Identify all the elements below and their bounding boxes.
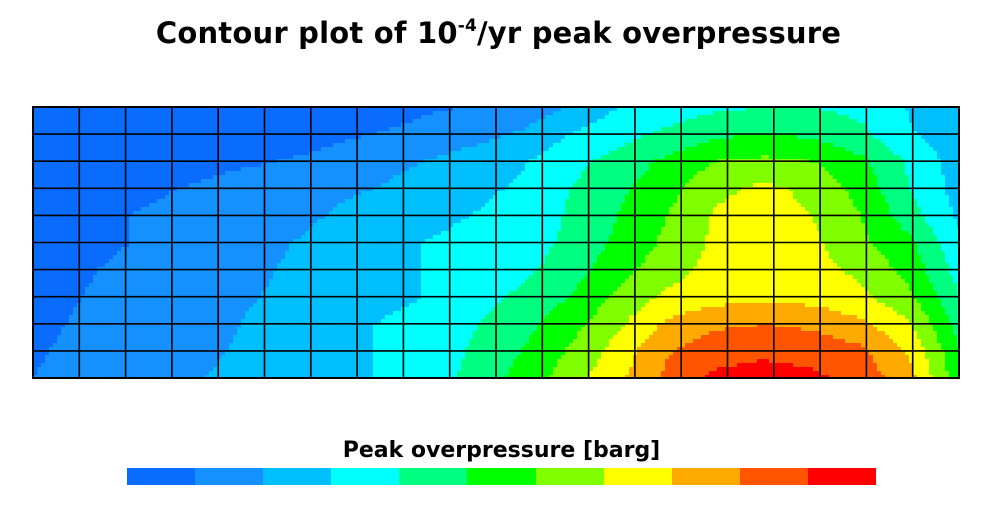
colorbar-label: Peak overpressure [barg] [342, 438, 661, 463]
contour-fills [33, 107, 959, 378]
title-superscript: -4 [457, 16, 477, 36]
colorbar-swatch-6 [467, 468, 536, 485]
colorbar-swatch-1 [127, 468, 196, 485]
title-prefix: Contour plot of 10 [155, 16, 458, 50]
colorbar [127, 468, 877, 485]
colorbar-swatch-3 [263, 468, 332, 485]
contour-plot [32, 106, 960, 379]
colorbar-swatch-11 [807, 468, 877, 485]
colorbar-swatch-7 [535, 468, 604, 485]
colorbar-swatch-5 [399, 468, 468, 485]
colorbar-swatch-4 [331, 468, 400, 485]
grid-lines [33, 107, 959, 378]
colorbar-swatch-8 [603, 468, 672, 485]
colorbar-swatch-10 [739, 468, 808, 485]
plot-frame [32, 106, 960, 379]
colorbar-swatch-9 [671, 468, 740, 485]
colorbar-swatch-2 [195, 468, 264, 485]
title-suffix: /yr peak overpressure [477, 16, 842, 50]
chart-title: Contour plot of 10-4/yr peak overpressur… [0, 16, 997, 50]
